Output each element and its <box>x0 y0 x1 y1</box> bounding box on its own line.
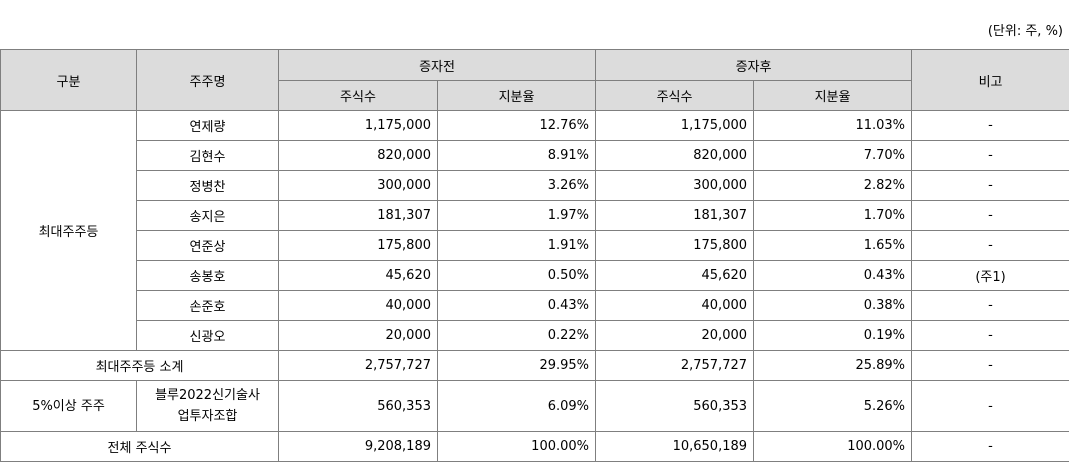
total-before-shares: 9,208,189 <box>278 431 438 462</box>
table-row: 김현수 820,000 8.91% 820,000 7.70% - <box>1 140 1069 171</box>
row-before-shares: 20,000 <box>278 320 438 351</box>
row-note: - <box>911 230 1069 261</box>
row-note: - <box>911 110 1069 141</box>
row-after-ratio: 0.19% <box>753 320 913 351</box>
header-before-shares: 주식수 <box>278 80 438 111</box>
total-label: 전체 주식수 <box>0 431 279 462</box>
row-before-shares: 300,000 <box>278 170 438 201</box>
row-after-ratio: 0.43% <box>753 260 913 291</box>
five-percent-category: 5%이상 주주 <box>0 380 137 432</box>
row-name: 신광오 <box>136 320 279 351</box>
table-row: 송봉호 45,620 0.50% 45,620 0.43% (주1) <box>1 260 1069 291</box>
shareholder-table: 구분 주주명 증자전 증자후 비고 주식수 지분율 주식수 지분율 최대주주등 … <box>0 49 1069 462</box>
table-row: 신광오 20,000 0.22% 20,000 0.19% - <box>1 320 1069 351</box>
row-after-ratio: 11.03% <box>753 110 913 141</box>
row-after-shares: 181,307 <box>595 200 755 231</box>
row-after-shares: 20,000 <box>595 320 755 351</box>
row-before-ratio: 12.76% <box>436 110 597 141</box>
row-before-ratio: 1.97% <box>436 200 597 231</box>
row-before-ratio: 3.26% <box>436 170 597 201</box>
total-after-ratio: 100.00% <box>753 431 913 462</box>
row-before-shares: 181,307 <box>278 200 438 231</box>
group-label: 최대주주등 <box>0 110 137 351</box>
table-row: 손준호 40,000 0.43% 40,000 0.38% - <box>1 290 1069 321</box>
row-note: - <box>911 170 1069 201</box>
row-name: 정병찬 <box>136 170 279 201</box>
header-shareholder: 주주명 <box>136 49 279 111</box>
row-note: - <box>911 320 1069 351</box>
row-before-shares: 40,000 <box>278 290 438 321</box>
five-percent-name-line2: 업투자조합 <box>177 409 238 424</box>
row-note: - <box>911 290 1069 321</box>
header-after: 증자후 <box>595 49 913 81</box>
row-name: 송지은 <box>136 200 279 231</box>
row-before-ratio: 0.22% <box>436 320 597 351</box>
row-after-ratio: 1.65% <box>753 230 913 261</box>
unit-note: (단위: 주, %) <box>987 24 1063 39</box>
row-after-shares: 300,000 <box>595 170 755 201</box>
total-before-ratio: 100.00% <box>436 431 597 462</box>
table-row: 송지은 181,307 1.97% 181,307 1.70% - <box>1 200 1069 231</box>
subtotal-before-shares: 2,757,727 <box>278 350 438 381</box>
five-percent-after-ratio: 5.26% <box>753 380 913 432</box>
subtotal-label: 최대주주등 소계 <box>0 350 279 381</box>
row-name: 연준상 <box>136 230 279 261</box>
subtotal-row: 최대주주등 소계 2,757,727 29.95% 2,757,727 25.8… <box>0 350 1069 381</box>
header-after-shares: 주식수 <box>595 80 755 111</box>
header-note: 비고 <box>911 49 1069 111</box>
row-after-shares: 40,000 <box>595 290 755 321</box>
row-note: - <box>911 140 1069 171</box>
row-after-shares: 820,000 <box>595 140 755 171</box>
row-after-shares: 1,175,000 <box>595 110 755 141</box>
header-before: 증자전 <box>277 49 597 81</box>
table-row: 정병찬 300,000 3.26% 300,000 2.82% - <box>1 170 1069 201</box>
row-before-shares: 175,800 <box>278 230 438 261</box>
table-row: 최대주주등 연제량 1,175,000 12.76% 1,175,000 11.… <box>0 110 1069 351</box>
subtotal-before-ratio: 29.95% <box>436 350 597 381</box>
row-name: 김현수 <box>136 140 279 171</box>
total-note: - <box>911 431 1069 462</box>
row-before-ratio: 0.50% <box>436 260 597 291</box>
total-after-shares: 10,650,189 <box>595 431 755 462</box>
row-name: 손준호 <box>136 290 279 321</box>
header-before-ratio: 지분율 <box>436 80 597 111</box>
five-percent-before-ratio: 6.09% <box>436 380 597 432</box>
row-after-ratio: 1.70% <box>753 200 913 231</box>
subtotal-note: - <box>911 350 1069 381</box>
row-after-ratio: 7.70% <box>753 140 913 171</box>
row-before-shares: 1,175,000 <box>278 110 438 141</box>
row-before-ratio: 1.91% <box>436 230 597 261</box>
five-percent-note: - <box>911 380 1069 432</box>
five-percent-before-shares: 560,353 <box>278 380 438 432</box>
row-before-shares: 820,000 <box>278 140 438 171</box>
row-before-ratio: 8.91% <box>436 140 597 171</box>
row-note: (주1) <box>911 260 1069 291</box>
total-row: 전체 주식수 9,208,189 100.00% 10,650,189 100.… <box>0 431 1069 462</box>
header-category: 구분 <box>0 49 137 111</box>
row-before-ratio: 0.43% <box>436 290 597 321</box>
five-percent-after-shares: 560,353 <box>595 380 755 432</box>
row-after-ratio: 0.38% <box>753 290 913 321</box>
row-after-shares: 45,620 <box>595 260 755 291</box>
subtotal-after-shares: 2,757,727 <box>595 350 755 381</box>
row-name: 송봉호 <box>136 260 279 291</box>
five-percent-name-line1: 블루2022신기술사 <box>155 388 260 403</box>
row-after-ratio: 2.82% <box>753 170 913 201</box>
row-before-shares: 45,620 <box>278 260 438 291</box>
row-note: - <box>911 200 1069 231</box>
header-after-ratio: 지분율 <box>753 80 913 111</box>
row-name: 연제량 <box>136 110 279 141</box>
row-after-shares: 175,800 <box>595 230 755 261</box>
table-row: 연준상 175,800 1.91% 175,800 1.65% - <box>1 230 1069 261</box>
subtotal-after-ratio: 25.89% <box>753 350 913 381</box>
